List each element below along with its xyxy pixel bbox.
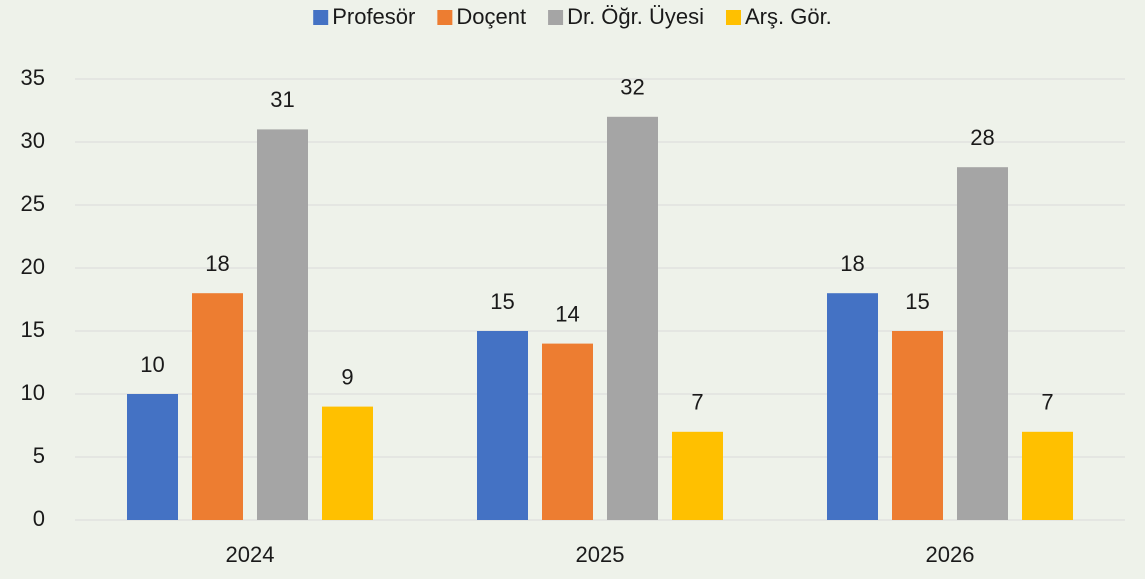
bar: [477, 331, 528, 520]
legend-swatch: [726, 10, 741, 25]
bar: [127, 394, 178, 520]
data-label: 7: [691, 390, 703, 415]
legend-label: Dr. Öğr. Üyesi: [567, 4, 704, 29]
bar: [607, 116, 658, 521]
data-label: 10: [140, 352, 164, 377]
bar: [322, 406, 373, 520]
data-label: 14: [555, 301, 579, 326]
bar: [542, 343, 593, 520]
bar: [257, 129, 308, 520]
y-tick-label: 35: [21, 65, 45, 90]
bar: [827, 293, 878, 520]
data-label: 15: [490, 289, 514, 314]
y-tick-label: 15: [21, 317, 45, 342]
x-tick-label: 2026: [926, 542, 975, 567]
legend-swatch: [313, 10, 329, 25]
bar: [957, 167, 1008, 520]
y-tick-label: 10: [21, 380, 45, 405]
legend-label: Arş. Gör.: [745, 4, 832, 29]
legend-swatch: [548, 10, 564, 25]
y-tick-label: 0: [33, 506, 45, 531]
bar: [1022, 431, 1073, 520]
y-tick-label: 30: [21, 128, 45, 153]
bar: [892, 331, 943, 520]
data-label: 18: [205, 251, 229, 276]
data-label: 9: [341, 364, 353, 389]
y-tick-label: 25: [21, 191, 45, 216]
data-label: 18: [840, 251, 864, 276]
data-label: 7: [1041, 390, 1053, 415]
legend-label: Profesör: [332, 4, 415, 29]
legend-swatch: [437, 10, 453, 25]
legend-label: Doçent: [456, 4, 526, 29]
x-tick-label: 2024: [226, 542, 275, 567]
data-label: 32: [620, 75, 644, 100]
x-tick-label: 2025: [576, 542, 625, 567]
data-label: 28: [970, 125, 994, 150]
bar: [192, 293, 243, 520]
y-tick-label: 20: [21, 254, 45, 279]
bar: [672, 431, 723, 520]
y-tick-label: 5: [33, 443, 45, 468]
data-label: 15: [905, 289, 929, 314]
legend: Profesör Doçent Dr. Öğr. Üyesi Arş. Gör.: [313, 4, 832, 29]
data-label: 31: [270, 87, 294, 112]
